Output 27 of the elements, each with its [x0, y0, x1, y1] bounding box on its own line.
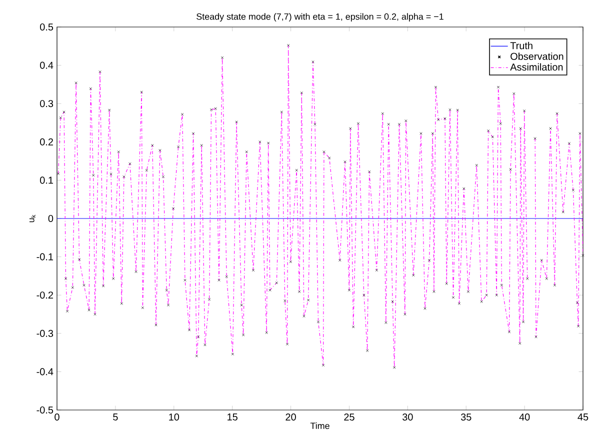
x-tick-label: 25 — [344, 414, 354, 421]
y-tick-label: 0.5 — [40, 23, 54, 31]
x-tick-label: 40 — [519, 414, 530, 421]
y-tick-label: 0 — [48, 214, 54, 222]
chart-title: Steady state mode (7,7) with eta = 1, epsilon = 0.2, alpha = −1 — [196, 13, 444, 22]
y-tick-label: -0.3 — [36, 330, 54, 337]
y-tick-label: -0.5 — [36, 406, 54, 414]
x-tick-label: 10 — [169, 414, 180, 421]
y-tick-label: 0.2 — [40, 138, 53, 146]
y-axis-title: u$_{k}$ — [29, 214, 36, 222]
y-tick-label: -0.2 — [36, 292, 53, 299]
y-tick-label: -0.1 — [36, 253, 54, 260]
x-tick-label: 15 — [228, 414, 238, 420]
x-tick-label: 20 — [286, 414, 296, 421]
x-tick-label: 5 — [113, 414, 118, 420]
x-tick-label: 45 — [578, 414, 588, 420]
x-tick-label: 35 — [460, 414, 472, 421]
legend-label: Assimilation — [510, 63, 563, 71]
y-tick-label: 0.4 — [40, 62, 54, 69]
legend-label: Truth — [510, 42, 532, 50]
y-tick-label: 0.1 — [40, 176, 54, 184]
x-tick-label: 0 — [54, 414, 60, 421]
legend-label: Observation — [510, 52, 564, 60]
y-tick-label: 0.3 — [40, 100, 54, 108]
x-tick-label: 30 — [402, 414, 413, 421]
x-axis-title: Time — [310, 422, 330, 430]
y-tick-label: -0.4 — [36, 368, 54, 376]
